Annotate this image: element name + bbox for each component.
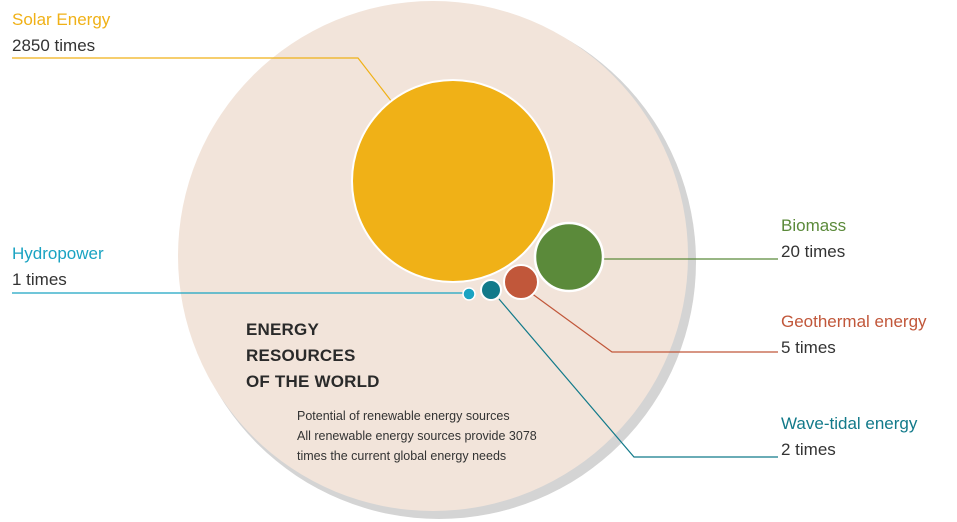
biomass-bubble: [533, 221, 605, 293]
solar-value-label: 2850 times: [12, 36, 96, 55]
diagram-title-line-1: ENERGY: [246, 320, 319, 339]
solar-bubble: [351, 79, 555, 283]
wave-value-label: 2 times: [781, 440, 836, 459]
diagram-note-line-3: times the current global energy needs: [297, 449, 507, 463]
diagram-note-line-1: Potential of renewable energy sources: [297, 409, 510, 423]
hydro-name-label: Hydropower: [12, 244, 104, 263]
geothermal-name-label: Geothermal energy: [781, 312, 927, 331]
diagram-title-line-3: OF THE WORLD: [246, 372, 380, 391]
hydro-value-label: 1 times: [12, 270, 67, 289]
wave-leader-line: [498, 298, 778, 458]
biomass-value-label: 20 times: [781, 242, 846, 261]
biomass-name-label: Biomass: [781, 216, 847, 235]
geothermal-leader-line: [530, 292, 778, 353]
solar-name-label: Solar Energy: [12, 10, 111, 29]
diagram-title-line-2: RESOURCES: [246, 346, 356, 365]
geothermal-value-label: 5 times: [781, 338, 836, 357]
hydro-bubble: [462, 287, 476, 301]
diagram-note-line-2: All renewable energy sources provide 307…: [297, 429, 537, 443]
solar-leader-line: [12, 57, 393, 103]
geothermal-bubble: [503, 264, 539, 300]
wave-name-label: Wave-tidal energy: [781, 414, 918, 433]
wave-bubble: [480, 279, 502, 301]
